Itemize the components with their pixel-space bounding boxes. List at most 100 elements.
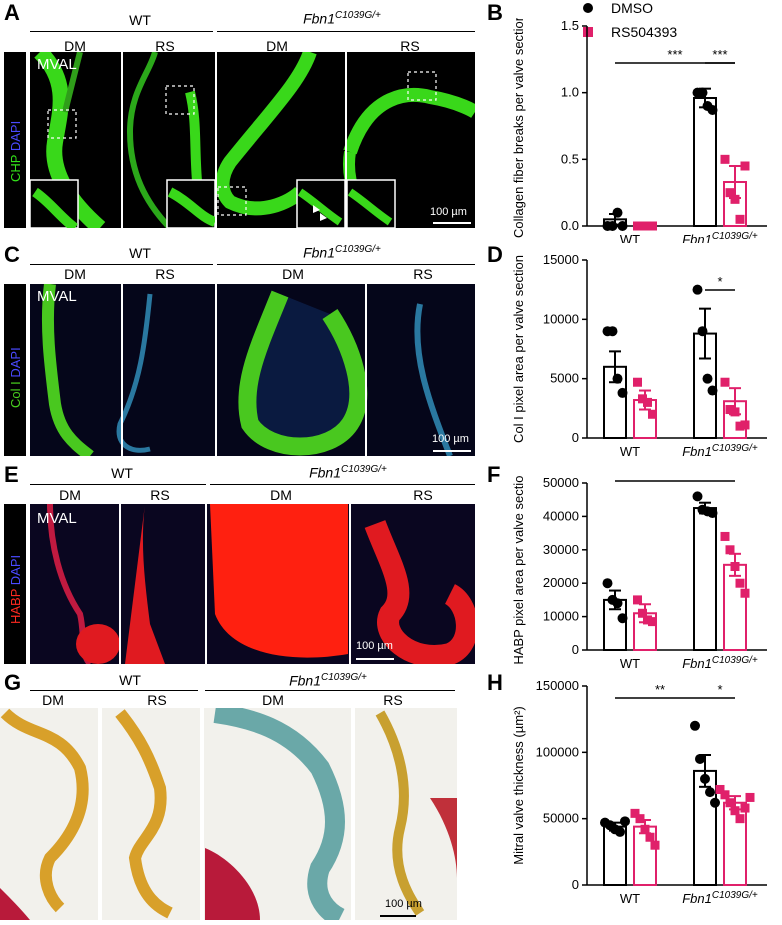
- y-tick-label: 0: [572, 642, 579, 657]
- stain-strip: CHP DAPI: [4, 52, 26, 228]
- group-mut-label: Fbn1C1039G/+: [303, 244, 381, 261]
- legend-dmso-marker: [583, 3, 593, 13]
- y-tick-label: 10000: [543, 311, 579, 326]
- data-point: [720, 377, 730, 387]
- data-point: [725, 798, 735, 808]
- scale-text: 100 µm: [432, 433, 469, 445]
- sub-rs: RS: [383, 692, 403, 708]
- data-point: [740, 803, 750, 813]
- data-point: [707, 105, 718, 115]
- y-tick-label: 15000: [543, 252, 579, 267]
- y-tick-label: 150000: [536, 680, 579, 693]
- micrograph-habp: [30, 504, 475, 664]
- data-point: [720, 531, 730, 541]
- group-mut-label: Fbn1C1039G/+: [303, 10, 381, 27]
- y-tick-label: 5000: [550, 371, 579, 386]
- stain-strip: HABP DAPI: [4, 504, 26, 664]
- sub-rs: RS: [413, 487, 433, 503]
- bar: [693, 507, 717, 651]
- y-axis-label: HABP pixel area per valve section: [511, 475, 526, 665]
- data-point: [710, 797, 720, 808]
- group-wt-rule: [30, 31, 213, 32]
- data-point: [617, 387, 628, 398]
- data-point: [640, 824, 650, 834]
- scale-bar: [356, 658, 394, 660]
- group-wt-label: WT: [129, 12, 151, 28]
- data-point: [645, 832, 655, 842]
- x-tick-label: Fbn1C1039G/+: [682, 231, 758, 243]
- data-point: [602, 578, 613, 589]
- group-wt-label: WT: [129, 245, 151, 261]
- chart-b: 0.0 0.5 1.0 1.5 Collagen fiber breaks per va…: [505, 18, 775, 243]
- group-mut-label: Fbn1C1039G/+: [309, 464, 387, 481]
- data-point: [745, 792, 755, 802]
- data-point: [720, 154, 730, 164]
- group-wt-rule: [30, 264, 213, 265]
- sig-stars: **: [715, 475, 725, 480]
- y-tick-label: 0.0: [561, 218, 579, 233]
- sig-stars: *: [717, 274, 722, 289]
- y-tick-label: 20000: [543, 575, 579, 590]
- y-tick-label: 1.5: [561, 18, 579, 33]
- region-label: MVAL: [37, 510, 77, 527]
- legend-dmso: DMSO: [583, 0, 653, 16]
- x-tick-label: Fbn1C1039G/+: [682, 443, 758, 459]
- panel-label-a: A: [4, 0, 20, 25]
- data-point: [702, 373, 713, 384]
- legend-rs-marker: [583, 27, 593, 37]
- group-mut-rule: [210, 484, 475, 485]
- data-point: [617, 221, 628, 231]
- x-tick-label: Fbn1C1039G/+: [682, 890, 758, 906]
- bar: [693, 97, 717, 227]
- y-tick-label: 0: [572, 430, 579, 445]
- sub-dm: DM: [42, 692, 64, 708]
- chart-f: 0 10000 20000 30000 40000 50000 HABP pixel are…: [505, 475, 775, 675]
- bar: [723, 563, 747, 651]
- data-point: [648, 409, 657, 419]
- data-point: [633, 221, 642, 231]
- data-point: [730, 562, 740, 571]
- data-point: [705, 787, 715, 798]
- data-point: [715, 784, 725, 794]
- sig-stars: *: [717, 682, 722, 697]
- y-tick-label: 1.0: [561, 85, 579, 100]
- group-wt-rule: [30, 690, 198, 691]
- sub-rs: RS: [150, 487, 170, 503]
- group-wt-rule: [30, 484, 206, 485]
- data-point: [735, 421, 745, 431]
- sub-rs: RS: [400, 38, 420, 54]
- data-point: [635, 814, 645, 824]
- legend-rs: RS504393: [583, 24, 677, 40]
- panel-label-b: B: [487, 0, 503, 25]
- data-point: [697, 87, 708, 98]
- sub-dm: DM: [262, 692, 284, 708]
- y-tick-label: 30000: [543, 542, 579, 557]
- y-tick-label: 50000: [543, 475, 579, 490]
- data-point: [607, 326, 618, 337]
- data-point: [630, 808, 640, 818]
- scale-text: 100 µm: [430, 206, 467, 218]
- x-tick-label: WT: [620, 444, 640, 459]
- scale-text: 100 µm: [356, 640, 393, 652]
- data-point: [643, 397, 652, 407]
- data-point: [617, 613, 628, 624]
- y-tick-label: 0.5: [561, 151, 579, 166]
- region-label: MVAL: [37, 288, 77, 305]
- data-point: [725, 188, 735, 198]
- y-axis-label: Mitral valve thickness (µm²): [511, 706, 526, 864]
- data-point: [648, 221, 657, 231]
- data-point: [648, 617, 657, 627]
- x-tick-label: WT: [620, 891, 640, 906]
- scale-bar: [433, 222, 471, 224]
- chart-d: 0 5000 10000 15000 Col I pixel area per valv…: [505, 250, 775, 460]
- data-point: [612, 373, 623, 384]
- data-point: [615, 826, 625, 837]
- sub-rs: RS: [147, 692, 167, 708]
- sig-stars: **: [655, 682, 665, 697]
- group-mut-rule: [217, 31, 475, 32]
- panel-label-f: F: [487, 462, 501, 487]
- data-point: [690, 720, 700, 731]
- sig-stars: ***: [712, 47, 727, 62]
- y-axis-label: Collagen fiber breaks per valve section: [511, 18, 526, 238]
- x-tick-label: WT: [620, 232, 640, 243]
